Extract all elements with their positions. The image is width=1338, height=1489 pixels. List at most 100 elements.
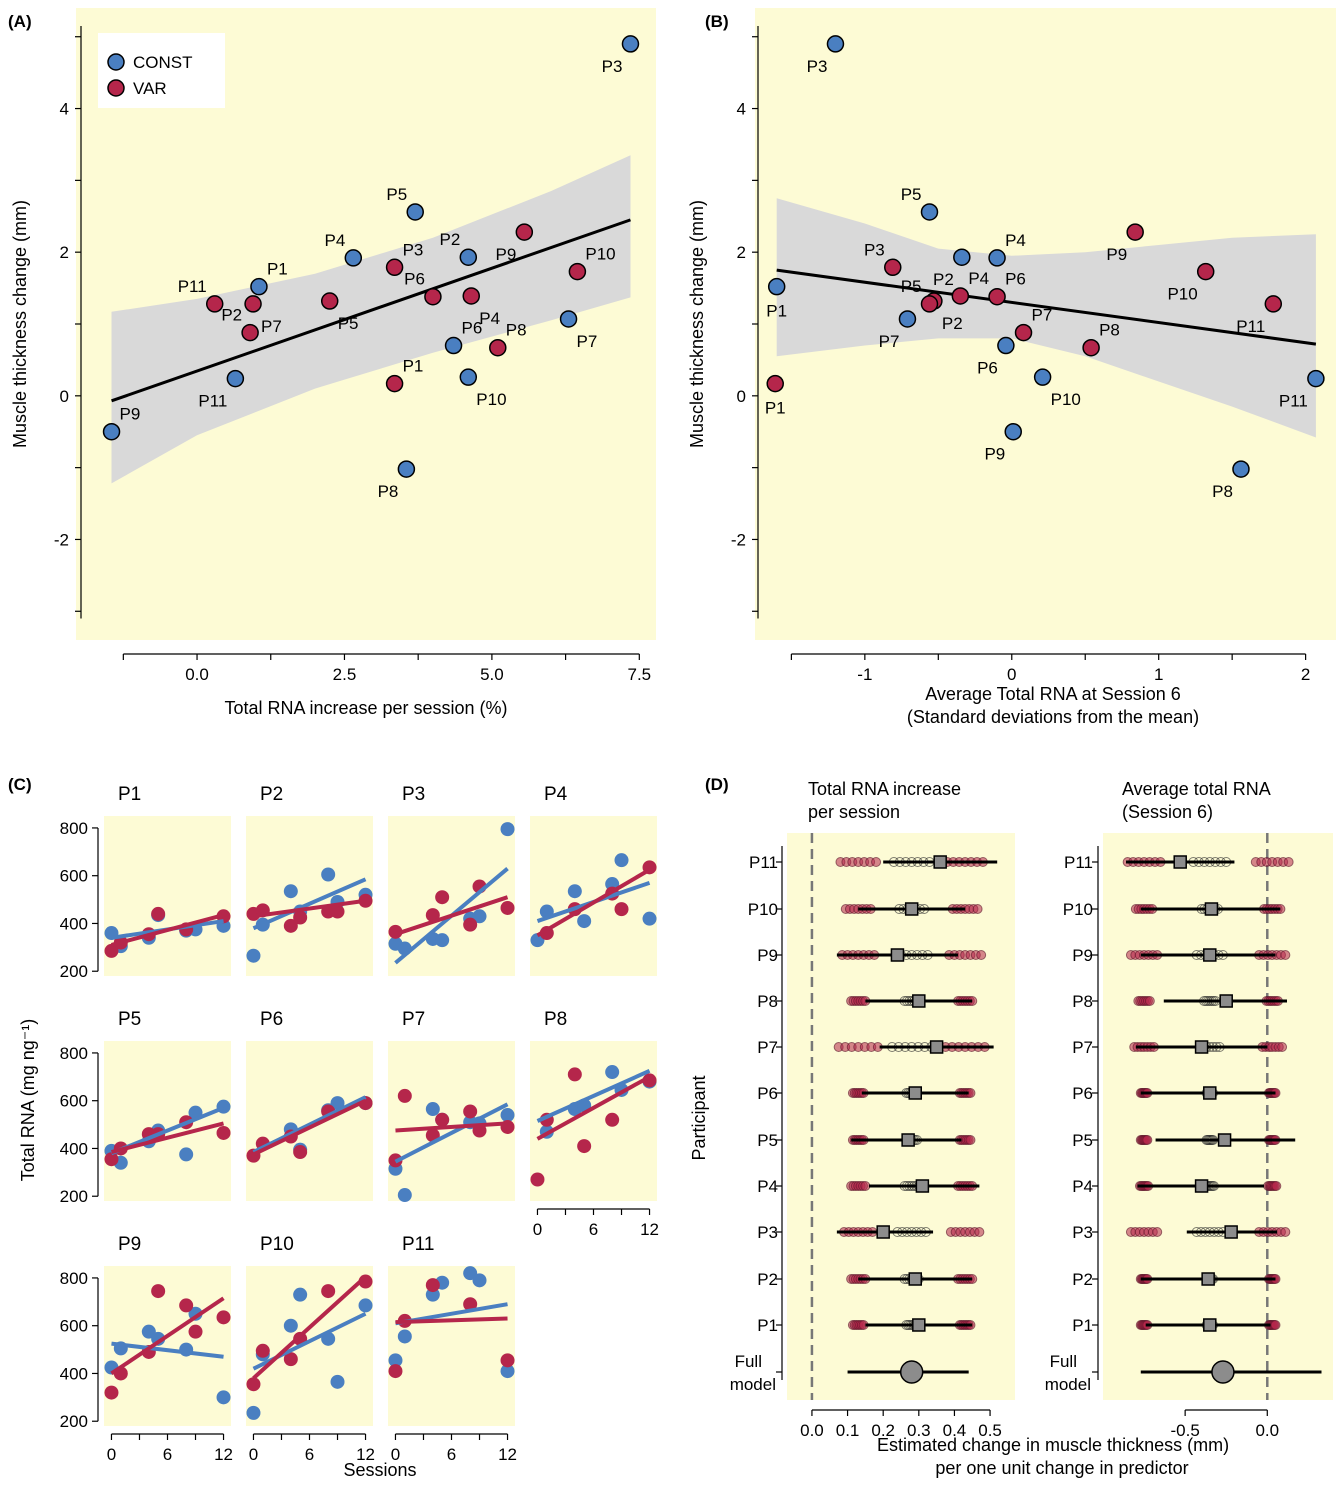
facet-point-var xyxy=(435,1112,450,1127)
participant-label-right: P7 xyxy=(1072,1038,1093,1057)
panel-a-point-label: P11 xyxy=(178,277,207,296)
facet-y-tick-label: 200 xyxy=(60,1412,88,1431)
forest-x-tick-label: 0.3 xyxy=(907,1421,931,1440)
panel-a-x-tick-label: 5.0 xyxy=(480,665,504,684)
facet-fit-var xyxy=(536,868,651,938)
panel-b-y-tick-label: -2 xyxy=(731,530,746,549)
panel-c-ylabel: Total RNA (mg ng⁻¹) xyxy=(18,1019,38,1182)
panel-b-x-tick-label: 2 xyxy=(1301,665,1310,684)
facet-point-var xyxy=(283,1352,298,1367)
panel-a-point-var xyxy=(385,374,404,393)
facet-y-tick-label: 600 xyxy=(60,1092,88,1111)
facet-point-const xyxy=(388,1353,403,1368)
panel-a-point-var xyxy=(320,292,339,310)
facet-y-tick-label: 200 xyxy=(60,962,88,981)
participant-label-left: P9 xyxy=(757,946,778,965)
estimate-square xyxy=(908,1272,922,1286)
panel-b-point-label: P2 xyxy=(942,314,963,333)
panel-a-confidence-band xyxy=(111,155,631,484)
facet-fit-var xyxy=(252,1275,367,1380)
facet-x-tick-label: 0 xyxy=(249,1445,258,1464)
panel-d-xlabel-line2: per one unit change in predictor xyxy=(935,1458,1188,1478)
panel-b-point-label: P1 xyxy=(765,399,786,418)
panel-a-point-label: P8 xyxy=(506,321,527,340)
facet-x-tick-label: 12 xyxy=(214,1445,233,1464)
estimate-square xyxy=(876,1225,890,1239)
panel-b-point-label: P11 xyxy=(1236,317,1265,336)
posterior-draw-point xyxy=(1277,1042,1288,1052)
panel-a-point-label: P2 xyxy=(221,306,242,325)
participant-label-left: P4 xyxy=(757,1177,778,1196)
panel-a-point-var xyxy=(489,338,507,357)
panel-b-point-label: P6 xyxy=(1005,270,1026,289)
facet-point-const xyxy=(425,1102,440,1117)
facet-point-const xyxy=(358,1298,373,1313)
facet-point-var xyxy=(500,900,515,915)
facet-background xyxy=(530,816,657,976)
facet-background xyxy=(246,816,373,976)
facet-point-var xyxy=(255,1343,270,1358)
panel-a-point-label: P6 xyxy=(462,319,483,338)
facet-x-tick-label: 12 xyxy=(498,1445,517,1464)
panel-a-point-var xyxy=(244,295,262,313)
panel-b-point-var xyxy=(1014,323,1033,342)
facet-x-tick-label: 6 xyxy=(305,1445,314,1464)
participant-label-right: P2 xyxy=(1072,1270,1093,1289)
panel-a-point-label: P4 xyxy=(479,309,500,328)
estimate-square xyxy=(933,855,947,869)
estimate-square xyxy=(1203,1086,1217,1100)
panel-a-point-label: P10 xyxy=(476,390,506,409)
forest-x-tick-label: 0.0 xyxy=(800,1421,824,1440)
panel-a-point-var xyxy=(424,287,442,306)
panel-b-x-tick-label: 1 xyxy=(1154,665,1163,684)
facet-fit-var xyxy=(110,913,225,947)
posterior-draw-point xyxy=(974,1227,985,1237)
facet-y-tick-label: 400 xyxy=(60,1139,88,1158)
panel-a-point-label: P10 xyxy=(585,245,615,264)
full-model-label-left: model xyxy=(730,1375,776,1394)
facet-point-const xyxy=(567,884,582,899)
facet-y-tick-label: 800 xyxy=(60,819,88,838)
facet-point-var xyxy=(321,1284,336,1299)
estimate-square xyxy=(915,1179,930,1193)
posterior-draw-point xyxy=(871,857,882,867)
panel-a-point-var xyxy=(568,262,587,281)
panel-b-point-const xyxy=(826,35,845,53)
facet-point-const xyxy=(642,911,657,926)
estimate-square xyxy=(1204,902,1219,916)
panel-b-point-var xyxy=(1264,295,1283,313)
facet-point-const xyxy=(179,1147,194,1162)
facet-x-tick-label: 12 xyxy=(640,1220,659,1239)
facet-point-const xyxy=(605,1065,620,1080)
estimate-square xyxy=(1203,1318,1217,1332)
facet-fit-var xyxy=(110,1121,225,1154)
panel-a-point-var xyxy=(385,258,404,277)
panel-b-point-label: P7 xyxy=(1032,306,1053,325)
facet-point-var xyxy=(463,1297,478,1312)
panel-b-point-label: P5 xyxy=(901,185,922,204)
panel-b-fit-line xyxy=(776,268,1317,346)
panel-d-forest: Estimated change in muscle thickness (mm… xyxy=(689,779,1333,1478)
facet-point-var xyxy=(435,890,450,905)
estimate-square xyxy=(1224,1225,1238,1239)
panel-a-point-label: P5 xyxy=(338,314,359,333)
panel-b-point-label: P10 xyxy=(1051,390,1081,409)
panel-a-point-label: P8 xyxy=(378,482,399,501)
panel-a-fit-line xyxy=(111,218,631,403)
participant-label-right: P8 xyxy=(1072,992,1093,1011)
facet-point-var xyxy=(425,1278,440,1293)
facet-point-const xyxy=(330,1096,345,1111)
facet-title: P6 xyxy=(260,1009,283,1030)
panel-b-ylabel: Muscle thickness change (mm) xyxy=(687,200,707,448)
facet-point-const xyxy=(330,1374,345,1389)
facet-point-const xyxy=(216,1390,231,1405)
panel-a-y-tick-label: 4 xyxy=(60,100,69,119)
panel-a-point-var xyxy=(462,287,480,305)
facet-y-tick-label: 200 xyxy=(60,1187,88,1206)
facet-point-const xyxy=(321,867,336,882)
posterior-draw-point xyxy=(972,904,983,914)
forest-background xyxy=(787,833,1015,1400)
panel-b-point-var xyxy=(766,374,784,393)
facet-title: P4 xyxy=(544,784,568,805)
